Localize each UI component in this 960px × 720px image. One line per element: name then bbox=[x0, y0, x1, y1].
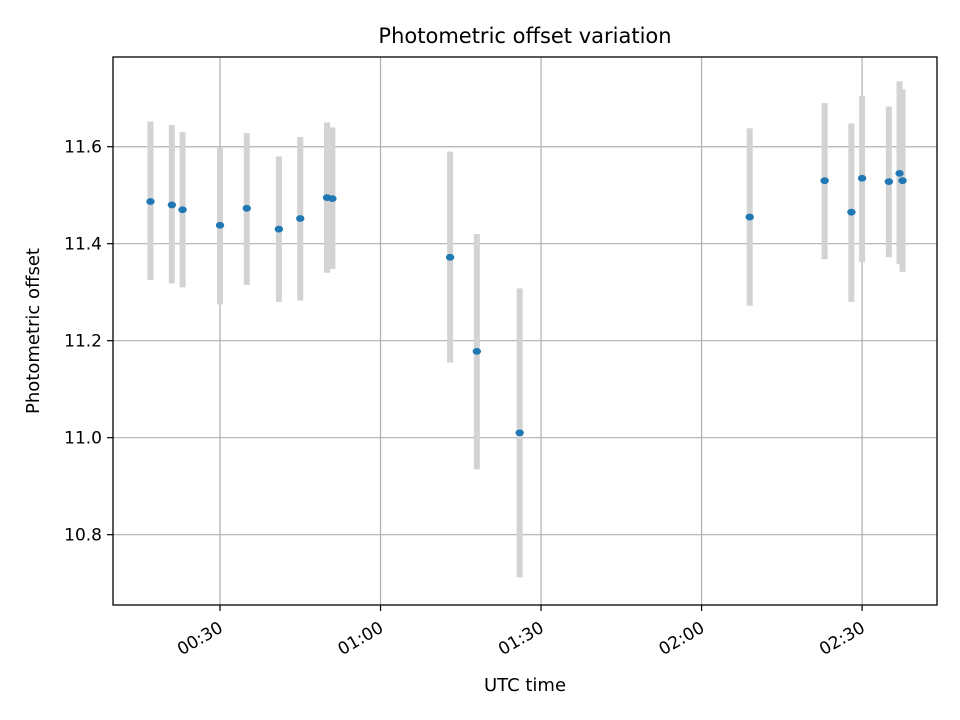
y-tick-label: 11.4 bbox=[64, 235, 102, 255]
data-point bbox=[857, 174, 867, 182]
data-point bbox=[178, 206, 187, 214]
y-tick-label: 11.6 bbox=[64, 138, 102, 158]
y-tick-label: 11.2 bbox=[64, 332, 102, 352]
x-tick-label: 01:00 bbox=[335, 618, 387, 660]
plot-area-frame bbox=[112, 56, 938, 606]
data-point bbox=[242, 204, 251, 212]
data-point bbox=[820, 177, 829, 185]
chart-title: Photometric offset variation bbox=[378, 24, 671, 48]
data-point bbox=[515, 429, 524, 437]
x-tick-label: 02:30 bbox=[816, 618, 868, 660]
data-point bbox=[898, 177, 907, 185]
data-point bbox=[895, 169, 904, 177]
data-point bbox=[215, 221, 225, 229]
x-tick-label: 01:30 bbox=[495, 618, 547, 660]
data-points bbox=[146, 169, 907, 437]
data-point bbox=[274, 225, 284, 233]
errorbars bbox=[147, 81, 906, 578]
x-axis-label: UTC time bbox=[484, 675, 566, 696]
x-tick-label: 02:00 bbox=[656, 618, 708, 660]
data-point bbox=[146, 198, 155, 205]
data-point bbox=[296, 215, 305, 222]
y-tick-label: 11.0 bbox=[64, 429, 102, 449]
data-point bbox=[472, 347, 482, 355]
data-point bbox=[745, 213, 754, 221]
y-axis-label: Photometric offset bbox=[23, 248, 44, 414]
data-point bbox=[328, 195, 337, 203]
x-tick-label: 00:30 bbox=[174, 618, 226, 660]
data-point bbox=[445, 253, 455, 261]
data-point bbox=[847, 208, 856, 216]
grid bbox=[113, 57, 937, 605]
y-tick-label: 10.8 bbox=[64, 526, 102, 546]
data-point bbox=[884, 178, 894, 186]
data-point bbox=[167, 201, 177, 209]
